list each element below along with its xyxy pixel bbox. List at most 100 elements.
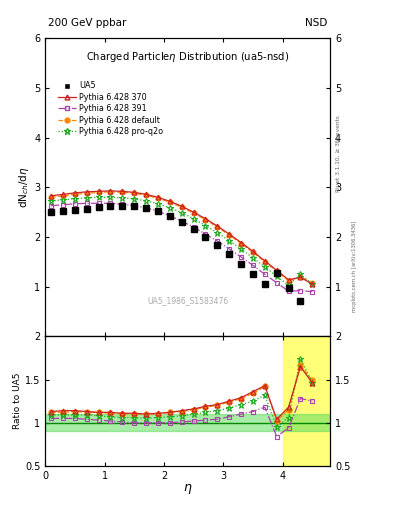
Pythia 6.428 pro-q2o — [84, 195, 89, 201]
Pythia 6.428 default — [251, 249, 255, 255]
Pythia 6.428 pro-q2o — [203, 223, 208, 229]
Pythia 6.428 default — [286, 278, 291, 284]
Pythia 6.428 391 — [49, 203, 53, 209]
Pythia 6.428 default — [167, 199, 172, 205]
UA5 — [96, 204, 101, 210]
UA5 — [286, 285, 291, 291]
Text: UA5_1986_S1583476: UA5_1986_S1583476 — [147, 296, 228, 305]
Text: mcplots.cern.ch [arXiv:1306.3436]: mcplots.cern.ch [arXiv:1306.3436] — [352, 221, 357, 312]
Pythia 6.428 pro-q2o — [167, 205, 172, 211]
Pythia 6.428 370 — [108, 188, 113, 194]
Pythia 6.428 pro-q2o — [227, 238, 231, 244]
Pythia 6.428 default — [310, 280, 315, 286]
Pythia 6.428 pro-q2o — [215, 229, 220, 236]
Pythia 6.428 pro-q2o — [286, 282, 291, 288]
Y-axis label: dN$_{ch}$/d$\eta$: dN$_{ch}$/d$\eta$ — [17, 166, 31, 208]
Pythia 6.428 pro-q2o — [73, 196, 77, 202]
UA5 — [179, 219, 184, 225]
Pythia 6.428 370 — [156, 194, 160, 200]
Pythia 6.428 pro-q2o — [120, 195, 125, 201]
Pythia 6.428 default — [298, 274, 303, 280]
Pythia 6.428 370 — [310, 281, 315, 287]
Pythia 6.428 391 — [61, 202, 65, 208]
UA5 — [73, 207, 77, 214]
Pythia 6.428 391 — [227, 246, 231, 252]
UA5 — [274, 270, 279, 276]
Pythia 6.428 default — [144, 193, 149, 199]
Pythia 6.428 370 — [179, 203, 184, 209]
Text: Charged Particle$\eta$ Distribution (ua5-nsd): Charged Particle$\eta$ Distribution (ua5… — [86, 50, 289, 65]
Pythia 6.428 370 — [96, 188, 101, 195]
Pythia 6.428 default — [239, 241, 243, 247]
Line: Pythia 6.428 391: Pythia 6.428 391 — [49, 201, 315, 294]
UA5 — [132, 203, 137, 209]
Pythia 6.428 default — [132, 190, 137, 197]
Pythia 6.428 default — [215, 224, 220, 230]
Pythia 6.428 default — [49, 194, 53, 200]
UA5 — [298, 297, 303, 304]
Pythia 6.428 pro-q2o — [298, 271, 303, 278]
Pythia 6.428 370 — [84, 189, 89, 195]
Pythia 6.428 370 — [298, 274, 303, 281]
Pythia 6.428 370 — [191, 209, 196, 215]
Line: Pythia 6.428 default: Pythia 6.428 default — [49, 189, 315, 286]
Pythia 6.428 pro-q2o — [132, 196, 137, 202]
Pythia 6.428 391 — [286, 288, 291, 294]
Pythia 6.428 default — [156, 195, 160, 201]
Pythia 6.428 391 — [96, 200, 101, 206]
Pythia 6.428 391 — [108, 200, 113, 206]
Pythia 6.428 370 — [167, 198, 172, 204]
Pythia 6.428 default — [203, 217, 208, 223]
Pythia 6.428 391 — [144, 205, 149, 211]
UA5 — [251, 271, 255, 277]
UA5 — [263, 281, 267, 287]
UA5 — [239, 261, 243, 267]
Pythia 6.428 370 — [120, 188, 125, 195]
Pythia 6.428 default — [120, 189, 125, 196]
Pythia 6.428 391 — [215, 238, 220, 244]
Pythia 6.428 default — [191, 210, 196, 216]
Pythia 6.428 370 — [203, 216, 208, 222]
Pythia 6.428 370 — [215, 223, 220, 229]
Pythia 6.428 default — [73, 191, 77, 198]
UA5 — [167, 213, 172, 219]
Pythia 6.428 391 — [84, 200, 89, 206]
Pythia 6.428 391 — [203, 231, 208, 237]
Bar — [45, 414, 330, 432]
Pythia 6.428 default — [263, 259, 267, 265]
UA5 — [191, 226, 196, 232]
Pythia 6.428 370 — [274, 267, 279, 273]
Pythia 6.428 391 — [120, 201, 125, 207]
Pythia 6.428 370 — [73, 190, 77, 196]
Line: Pythia 6.428 370: Pythia 6.428 370 — [49, 188, 315, 287]
Pythia 6.428 pro-q2o — [144, 198, 149, 204]
Pythia 6.428 391 — [167, 212, 172, 219]
UA5 — [108, 203, 113, 209]
Pythia 6.428 default — [274, 268, 279, 274]
Pythia 6.428 pro-q2o — [179, 209, 184, 216]
Pythia 6.428 370 — [263, 258, 267, 264]
Pythia 6.428 370 — [251, 248, 255, 254]
Pythia 6.428 370 — [144, 191, 149, 198]
Line: UA5: UA5 — [48, 203, 303, 304]
UA5 — [227, 251, 231, 258]
Pythia 6.428 pro-q2o — [156, 201, 160, 207]
Pythia 6.428 370 — [49, 193, 53, 199]
X-axis label: $\eta$: $\eta$ — [183, 482, 193, 496]
UA5 — [144, 205, 149, 211]
UA5 — [84, 206, 89, 212]
UA5 — [215, 242, 220, 248]
Pythia 6.428 391 — [179, 218, 184, 224]
Pythia 6.428 default — [108, 189, 113, 195]
Pythia 6.428 370 — [132, 189, 137, 196]
Pythia 6.428 pro-q2o — [239, 246, 243, 252]
Pythia 6.428 pro-q2o — [96, 194, 101, 200]
Text: Rivet 3.1.10, ≥ 3M events: Rivet 3.1.10, ≥ 3M events — [336, 115, 341, 192]
Line: Pythia 6.428 pro-q2o: Pythia 6.428 pro-q2o — [48, 194, 316, 289]
UA5 — [203, 234, 208, 240]
Pythia 6.428 391 — [191, 224, 196, 230]
UA5 — [120, 203, 125, 209]
Pythia 6.428 pro-q2o — [251, 255, 255, 261]
Pythia 6.428 370 — [286, 276, 291, 283]
Pythia 6.428 pro-q2o — [191, 216, 196, 222]
